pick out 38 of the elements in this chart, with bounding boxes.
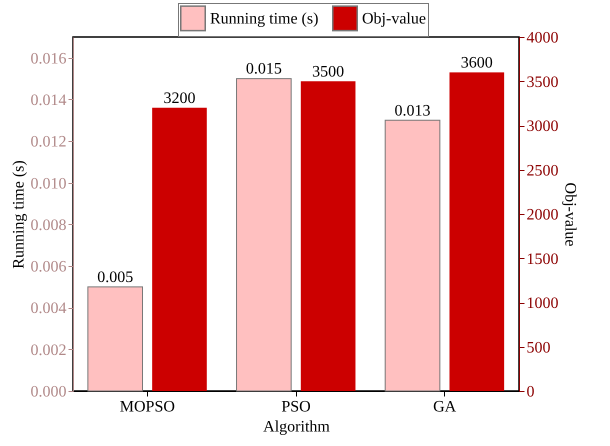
bar — [300, 81, 356, 391]
data-label: 0.015 — [246, 60, 282, 78]
y-tick-label: 0.012 — [30, 134, 66, 151]
y-axis-title: Running time (s) — [10, 160, 28, 269]
y-tick-label: 0.010 — [30, 175, 66, 192]
y2-tick-label: 4000 — [526, 30, 558, 46]
y2-tick-label: 2000 — [526, 206, 558, 224]
y2-tick-label: 1500 — [526, 250, 558, 268]
y2-tick-label: 3500 — [526, 74, 558, 91]
bar — [449, 72, 504, 391]
y-tick-label: 0.016 — [30, 50, 66, 68]
x-tick-label: MOPSO — [120, 398, 175, 416]
data-label: 0.013 — [394, 102, 431, 120]
x-axis-title: Algorithm — [263, 418, 330, 436]
y2-tick-label: 500 — [526, 339, 550, 356]
y2-tick-label: 0 — [526, 384, 534, 400]
data-label: 3200 — [163, 90, 196, 107]
y-tick-label: 0.004 — [30, 300, 66, 318]
x-tick-label: GA — [433, 398, 457, 416]
y-tick-label: 0.014 — [30, 92, 66, 109]
y2-axis-title: Obj-value — [562, 182, 578, 246]
y-tick-label: 0.000 — [30, 384, 66, 400]
y-tick-label: 0.002 — [30, 342, 66, 359]
y2-tick-label: 3000 — [526, 118, 558, 135]
y2-tick-label: 2500 — [526, 162, 558, 180]
bar — [152, 108, 207, 391]
data-label: 0.005 — [97, 268, 134, 286]
bar — [236, 78, 292, 392]
y2-tick-label: 1000 — [526, 295, 558, 312]
x-tick-label: PSO — [281, 398, 311, 416]
legend-label: Running time (s) — [210, 10, 318, 28]
y-tick-label: 0.008 — [30, 216, 66, 234]
legend-label: Obj-value — [362, 10, 426, 28]
bar — [384, 120, 440, 392]
data-label: 3600 — [460, 54, 493, 72]
data-label: 3500 — [312, 63, 344, 80]
bar — [87, 286, 144, 392]
y-tick-label: 0.006 — [30, 258, 66, 276]
